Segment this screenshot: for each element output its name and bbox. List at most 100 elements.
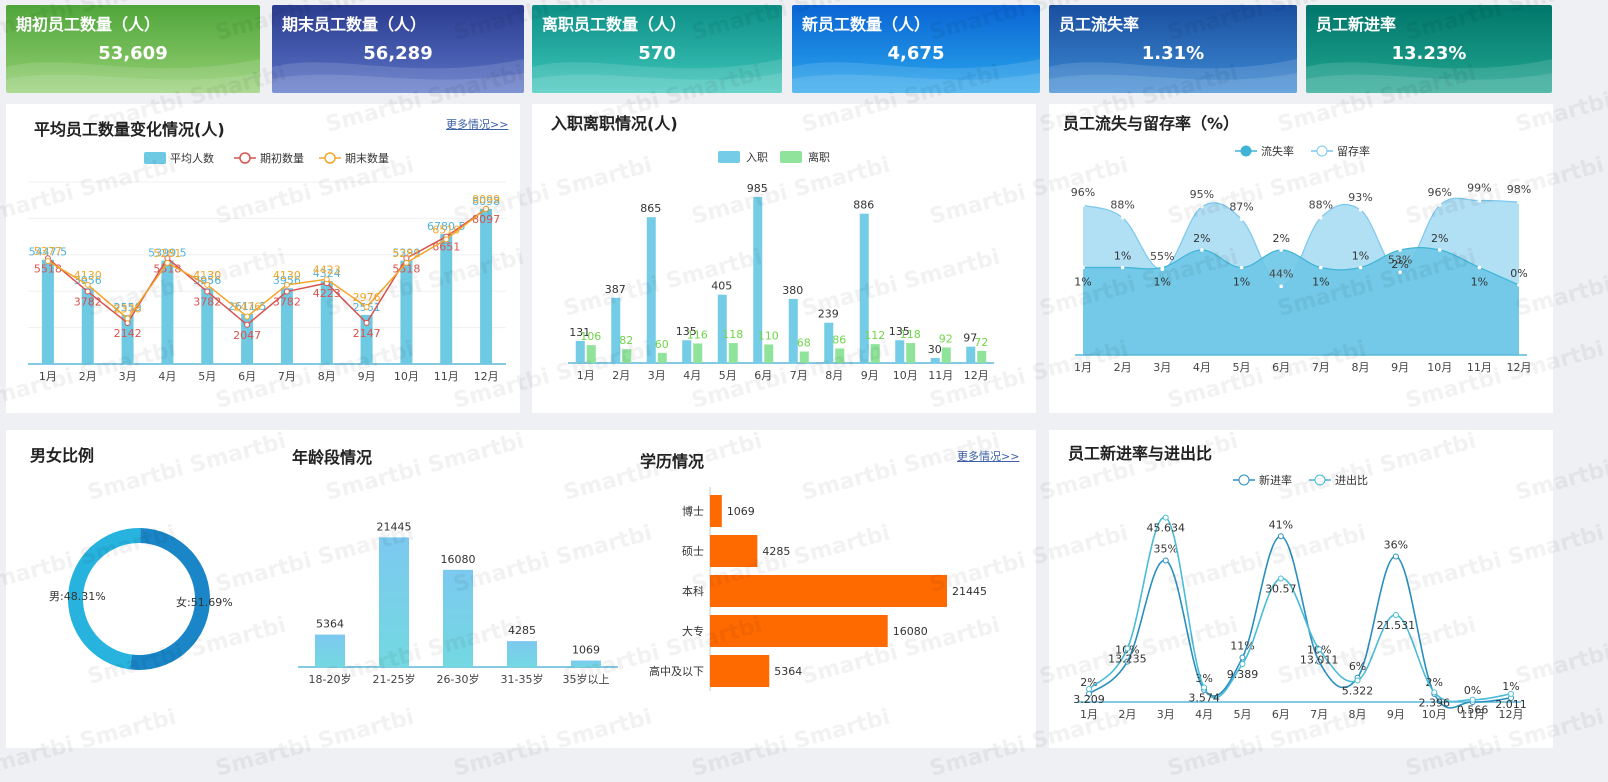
data-label: 116 <box>687 328 708 341</box>
tick-label: 2月 <box>1114 361 1132 374</box>
bar <box>657 352 667 363</box>
bar <box>870 344 880 363</box>
legend-label: 离职 <box>808 150 830 164</box>
panel-demographics: 男女比例 年龄段情况 学历情况 更多情况>> 女:51.69% 男:48.31% 5… <box>6 430 1036 748</box>
kpi-wave-band <box>792 73 1040 93</box>
data-label: 88% <box>1110 199 1134 212</box>
legend-marker <box>1316 145 1328 157</box>
series-line <box>1088 516 1512 703</box>
tick-label: 3月 <box>1153 361 1171 374</box>
kpi-title: 新员工数量（人） <box>802 15 931 34</box>
data-label: 53% <box>1388 253 1412 266</box>
data-label: 4423 <box>313 263 341 276</box>
series-point <box>1124 645 1131 652</box>
series-point <box>1398 248 1402 252</box>
series-line <box>1083 247 1520 286</box>
pie-label: 女:51.69% <box>176 595 233 609</box>
series-point <box>1162 514 1169 521</box>
data-label: 92 <box>939 332 953 345</box>
tick-label: 12月 <box>474 370 499 383</box>
data-label: 97 <box>963 332 977 345</box>
bar <box>717 294 727 363</box>
tick-label: 本科 <box>682 584 704 598</box>
panel-inout: 入职离职情况(人) 入职 离职 131 106 1月 387 82 2月 865 60 3月 135 1… <box>532 104 1036 413</box>
series-point <box>1239 217 1244 222</box>
data-label: 131 <box>569 326 590 339</box>
data-label: 96% <box>1428 186 1452 199</box>
data-label: 865 <box>640 202 661 215</box>
kpi-value: 570 <box>638 43 676 64</box>
legend-marker <box>1314 474 1326 486</box>
data-label: 5281 <box>392 247 420 260</box>
data-label: 8098 <box>472 195 500 208</box>
bar <box>586 345 596 363</box>
kpi-wave-band <box>6 59 260 93</box>
tick-label: 5月 <box>719 369 737 382</box>
kpi-wave <box>1049 59 1297 93</box>
bar <box>611 297 621 363</box>
tick-label: 31-35岁 <box>501 672 544 686</box>
tick-label: 8月 <box>318 370 336 383</box>
kpi-title: 离职员工数量（人） <box>542 15 687 34</box>
series-point <box>1086 686 1092 693</box>
series-point <box>1477 265 1482 270</box>
series-point <box>1120 265 1125 270</box>
series-point <box>1120 215 1125 220</box>
series-point <box>44 257 51 264</box>
tick-label: 7月 <box>790 369 808 382</box>
data-label: 21445 <box>377 520 412 533</box>
tick-label: 10月 <box>1427 361 1452 374</box>
bar <box>977 350 987 363</box>
legend-swatch <box>144 152 166 164</box>
kpi-value: 56,289 <box>363 43 433 64</box>
data-label: 68 <box>797 337 811 350</box>
series-point <box>1081 203 1085 208</box>
data-label: 135 <box>676 325 697 338</box>
series-point <box>1162 557 1169 564</box>
series-point <box>323 276 330 283</box>
tick-label: 博士 <box>682 505 704 518</box>
data-label: 4285 <box>508 624 536 637</box>
series-point <box>443 236 450 243</box>
data-label: 2% <box>1193 232 1210 245</box>
series-point <box>1201 684 1208 691</box>
series-point <box>403 259 410 266</box>
tick-label: 12月 <box>1499 708 1524 721</box>
series-point <box>1200 205 1204 209</box>
bar <box>81 288 94 364</box>
tick-label: 4月 <box>1195 708 1213 721</box>
bar <box>728 343 738 363</box>
bar <box>320 281 333 364</box>
series-point <box>1437 248 1442 252</box>
tick-label: 21-25岁 <box>373 672 416 686</box>
data-label: 2147 <box>353 327 381 340</box>
data-label: 98% <box>1507 183 1531 196</box>
legend-label: 进出比 <box>1335 473 1368 487</box>
kpi-card-start: 期初员工数量（人） 53,609 <box>6 5 260 93</box>
tick-label: 10月 <box>893 369 918 382</box>
kpi-title: 期末员工数量（人） <box>282 15 427 34</box>
tick-label: 7月 <box>1310 708 1328 721</box>
more-link[interactable]: 更多情况>> <box>957 450 1020 463</box>
series-point <box>1358 208 1363 212</box>
bar <box>507 641 537 667</box>
tick-label: 5月 <box>1233 708 1251 721</box>
tick-label: 9月 <box>1387 708 1405 721</box>
bar <box>710 575 947 607</box>
data-label: 1% <box>1352 250 1369 263</box>
bar <box>400 260 413 364</box>
bar <box>710 495 722 527</box>
data-label: 8097 <box>472 213 500 226</box>
tick-label: 3月 <box>648 369 666 382</box>
data-label: 36% <box>1384 539 1408 552</box>
area-fill <box>1083 247 1519 355</box>
data-label: 239 <box>818 308 839 321</box>
more-link[interactable]: 更多情况>> <box>446 118 509 131</box>
tick-label: 35岁以上 <box>563 672 610 686</box>
chart-title: 平均员工数量变化情况(人) <box>34 120 225 139</box>
kpi-wave <box>532 59 782 93</box>
bar <box>682 340 692 363</box>
kpi-wave-band <box>6 73 260 93</box>
tick-label: 9月 <box>358 370 376 383</box>
series-point <box>164 259 171 266</box>
